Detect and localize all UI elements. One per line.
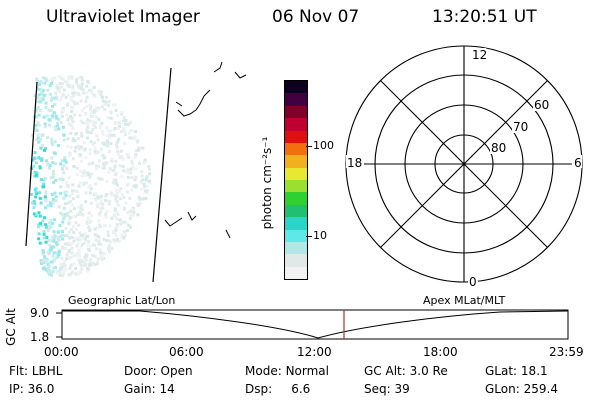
app-title: Ultraviolet Imager [46,7,200,27]
colorbar-unit-label: photon cm⁻²s⁻¹ [260,136,274,230]
colorbar-swatch [285,192,307,205]
colorbar-swatch [285,130,307,143]
altitude-timeline [56,309,569,340]
colorbar-swatch [285,217,307,230]
x-tick-1200: 12:00 [297,345,332,359]
colorbar-tick-label-100: 100 [313,139,334,152]
x-tick-0600: 06:00 [169,345,204,359]
colorbar-swatch [285,142,307,156]
mlt-label-bottom: 0 [469,275,477,289]
colorbar-tick-label-10: 10 [313,229,327,242]
colorbar [284,80,308,280]
status-glon: GLon: 259.4 [485,382,558,396]
colorbar-swatch [285,180,307,193]
y-tick-top: 9.0 [30,306,50,320]
colorbar-swatch [285,105,307,119]
altitude-curve [62,310,569,339]
mlt-label-right: 6 [574,156,582,170]
image-date: 06 Nov 07 [272,7,360,27]
timeline-frame [61,309,569,340]
apex-label: Apex MLat/MLT [423,294,506,307]
status-ip: IP: 36.0 [9,382,55,396]
colorbar-swatch [285,254,307,267]
colorbar-swatch [285,118,307,131]
status-flt: Flt: LBHL [9,364,63,378]
colorbar-swatch [285,229,307,242]
colorbar-swatch [285,167,307,180]
status-dsp: Dsp: 6.6 [245,382,311,396]
x-tick-2359: 23:59 [549,345,584,359]
status-seq: Seq: 39 [364,382,410,396]
colorbar-tick-10 [306,236,312,237]
status-gain: Gain: 14 [124,382,175,396]
colorbar-unit-wrap: photon cm⁻²s⁻¹ [258,118,276,248]
colorbar-swatch [285,266,307,279]
mlt-label-left: 18 [347,156,362,170]
colorbar-swatch [285,204,307,218]
colorbar-tick-100 [306,146,312,147]
x-tick-1800: 18:00 [423,345,458,359]
polar-diagonal-2 [380,80,548,248]
auroral-emission-speckle [29,75,152,277]
lat-label-70: 70 [513,120,528,134]
colorbar-swatch [285,241,307,255]
status-door: Door: Open [124,364,193,378]
status-mode: Mode: Normal [245,364,329,378]
status-glat: GLat: 18.1 [485,364,548,378]
image-right-boundary [152,67,172,283]
geographic-image-panel [25,61,247,283]
lat-label-80: 80 [491,141,506,155]
colorbar-swatch [285,93,307,106]
lat-label-60: 60 [534,98,549,112]
image-time: 13:20:51 UT [432,7,537,27]
geographic-label: Geographic Lat/Lon [68,294,176,307]
coastline-outline [164,61,247,239]
colorbar-swatch [285,155,307,168]
status-gc-alt: GC Alt: 3.0 Re [364,364,448,378]
polar-grid: 12 18 6 0 60 70 80 [345,45,583,289]
x-tick-0000: 00:00 [44,345,79,359]
image-left-boundary [25,81,38,247]
y-tick-bottom: 1.8 [30,330,50,344]
colorbar-swatch [285,81,307,94]
mlt-label-top: 12 [472,48,487,62]
